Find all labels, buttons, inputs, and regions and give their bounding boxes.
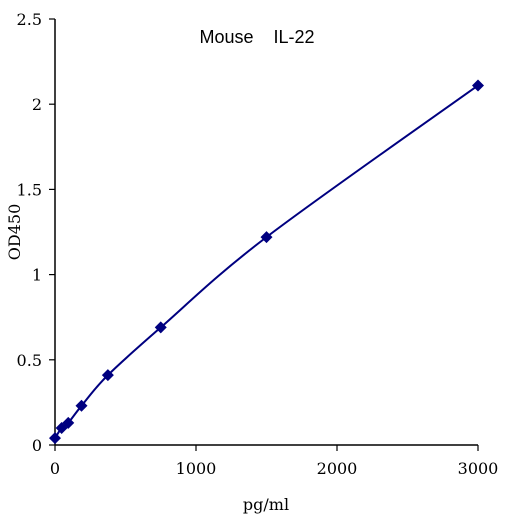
y-tick-label: 2	[32, 95, 42, 114]
x-tick-label: 3000	[458, 459, 499, 478]
x-tick-label: 1000	[176, 459, 217, 478]
data-point	[260, 231, 273, 244]
y-tick-label: 1	[32, 266, 42, 285]
series-curve	[54, 84, 479, 439]
y-tick-label: 0.5	[17, 351, 42, 370]
x-tick-label: 2000	[317, 459, 358, 478]
y-tick-label: 1.5	[17, 180, 42, 199]
data-point	[101, 369, 114, 382]
x-tick-label: 0	[50, 459, 60, 478]
x-axis-title: pg/ml	[243, 495, 289, 514]
plot-area: 0 0.5 1 1.5 2 2.5 0 1000 2000 3000	[17, 10, 499, 478]
data-point	[62, 416, 75, 429]
data-point	[75, 399, 88, 412]
chart-title: Mouse IL-22	[199, 27, 314, 47]
data-point	[49, 432, 61, 445]
data-point	[472, 79, 484, 92]
y-tick-label: 0	[32, 436, 42, 455]
y-tick-label: 2.5	[17, 10, 42, 29]
y-axis-title: OD450	[5, 204, 24, 260]
data-point	[154, 321, 167, 334]
